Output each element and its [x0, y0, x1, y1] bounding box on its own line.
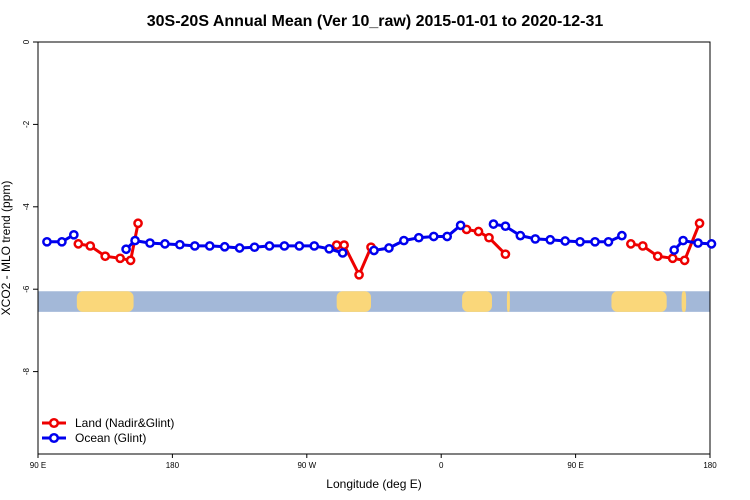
data-point [693, 238, 703, 248]
data-point [473, 226, 484, 237]
map-land [506, 291, 510, 312]
legend-label: Ocean (Glint) [75, 431, 146, 445]
data-point [115, 253, 125, 264]
data-point [413, 232, 424, 243]
data-point [545, 234, 556, 245]
series-land-nadir-glint [73, 218, 705, 280]
data-point [121, 244, 131, 255]
y-tick-label: -2 [22, 120, 31, 128]
data-point [130, 235, 140, 246]
data-point [234, 243, 245, 253]
data-point [455, 220, 466, 231]
x-tick-label: 90 E [567, 461, 583, 470]
data-point [442, 231, 453, 242]
data-point [500, 249, 511, 260]
map-land [611, 291, 667, 312]
data-point [617, 230, 627, 241]
map-land [336, 291, 372, 312]
data-point [331, 240, 342, 250]
data-point [575, 236, 585, 247]
data-point [652, 251, 663, 262]
data-point [294, 241, 305, 251]
data-point [637, 241, 648, 251]
data-point [706, 239, 717, 249]
data-point [590, 236, 600, 247]
data-point [354, 269, 364, 280]
data-point [145, 238, 155, 248]
data-point [57, 236, 67, 247]
data-point [399, 235, 409, 246]
map-strip [38, 291, 710, 312]
data-point [219, 241, 230, 252]
data-point [324, 243, 335, 254]
x-tick-label: 180 [166, 461, 180, 470]
data-point [488, 219, 499, 229]
data-point [384, 243, 394, 253]
map-land [462, 291, 492, 312]
y-tick-label: -4 [22, 203, 31, 211]
data-point [204, 241, 215, 251]
data-point [100, 251, 111, 262]
data-point [160, 239, 170, 249]
data-point [264, 241, 275, 251]
data-point [189, 241, 200, 251]
legend-item: Ocean (Glint) [42, 431, 146, 445]
data-point [249, 242, 260, 253]
data-point [85, 241, 96, 251]
series-line [673, 238, 712, 252]
data-point [428, 231, 439, 242]
map-land [681, 291, 687, 312]
data-point [603, 236, 614, 247]
data-point [369, 245, 379, 256]
x-tick-label: 0 [439, 461, 444, 470]
y-axis: 0 -2 -4 -6 -8 [22, 39, 38, 375]
data-point [515, 230, 526, 241]
y-tick-label: -6 [22, 285, 31, 293]
series-layer [42, 218, 717, 280]
data-point [667, 253, 678, 264]
data-point [309, 241, 320, 251]
data-point [175, 239, 185, 250]
data-point [279, 241, 290, 251]
series-line [493, 222, 623, 244]
x-tick-label: 180 [703, 461, 717, 470]
data-point [484, 232, 494, 243]
map-land [76, 291, 134, 312]
y-axis-label: XCO2 - MLO trend (ppm) [0, 181, 13, 316]
series-line [466, 228, 507, 256]
legend-item: Land (Nadir&Glint) [42, 416, 174, 430]
data-point [339, 240, 349, 250]
data-point [42, 236, 52, 247]
data-point [530, 234, 541, 244]
data-point [125, 255, 136, 266]
x-tick-label: 90 E [30, 461, 46, 470]
y-tick-label: 0 [22, 39, 31, 44]
series-ocean-glint [42, 219, 717, 258]
data-point [694, 218, 705, 229]
data-point [500, 221, 511, 232]
legend: Land (Nadir&Glint)Ocean (Glint) [42, 416, 174, 445]
data-point [679, 255, 690, 266]
legend-marker [48, 417, 60, 429]
data-point [678, 235, 688, 246]
legend-label: Land (Nadir&Glint) [75, 416, 174, 430]
y-tick-label: -8 [22, 367, 31, 375]
data-point [626, 239, 636, 249]
x-axis-label: Longitude (deg E) [326, 477, 421, 491]
x-tick-label: 90 W [297, 461, 316, 470]
data-point [133, 218, 143, 229]
legend-marker [48, 432, 60, 444]
map-ocean [38, 291, 710, 312]
series-line [125, 238, 344, 255]
data-point [560, 236, 570, 246]
data-point [337, 248, 348, 258]
chart-title: 30S-20S Annual Mean (Ver 10_raw) 2015-01… [147, 13, 604, 30]
data-point [73, 239, 84, 249]
data-point [669, 245, 680, 255]
x-axis: 90 E 180 90 W 0 90 E 180 [30, 454, 717, 470]
data-point [68, 229, 79, 240]
